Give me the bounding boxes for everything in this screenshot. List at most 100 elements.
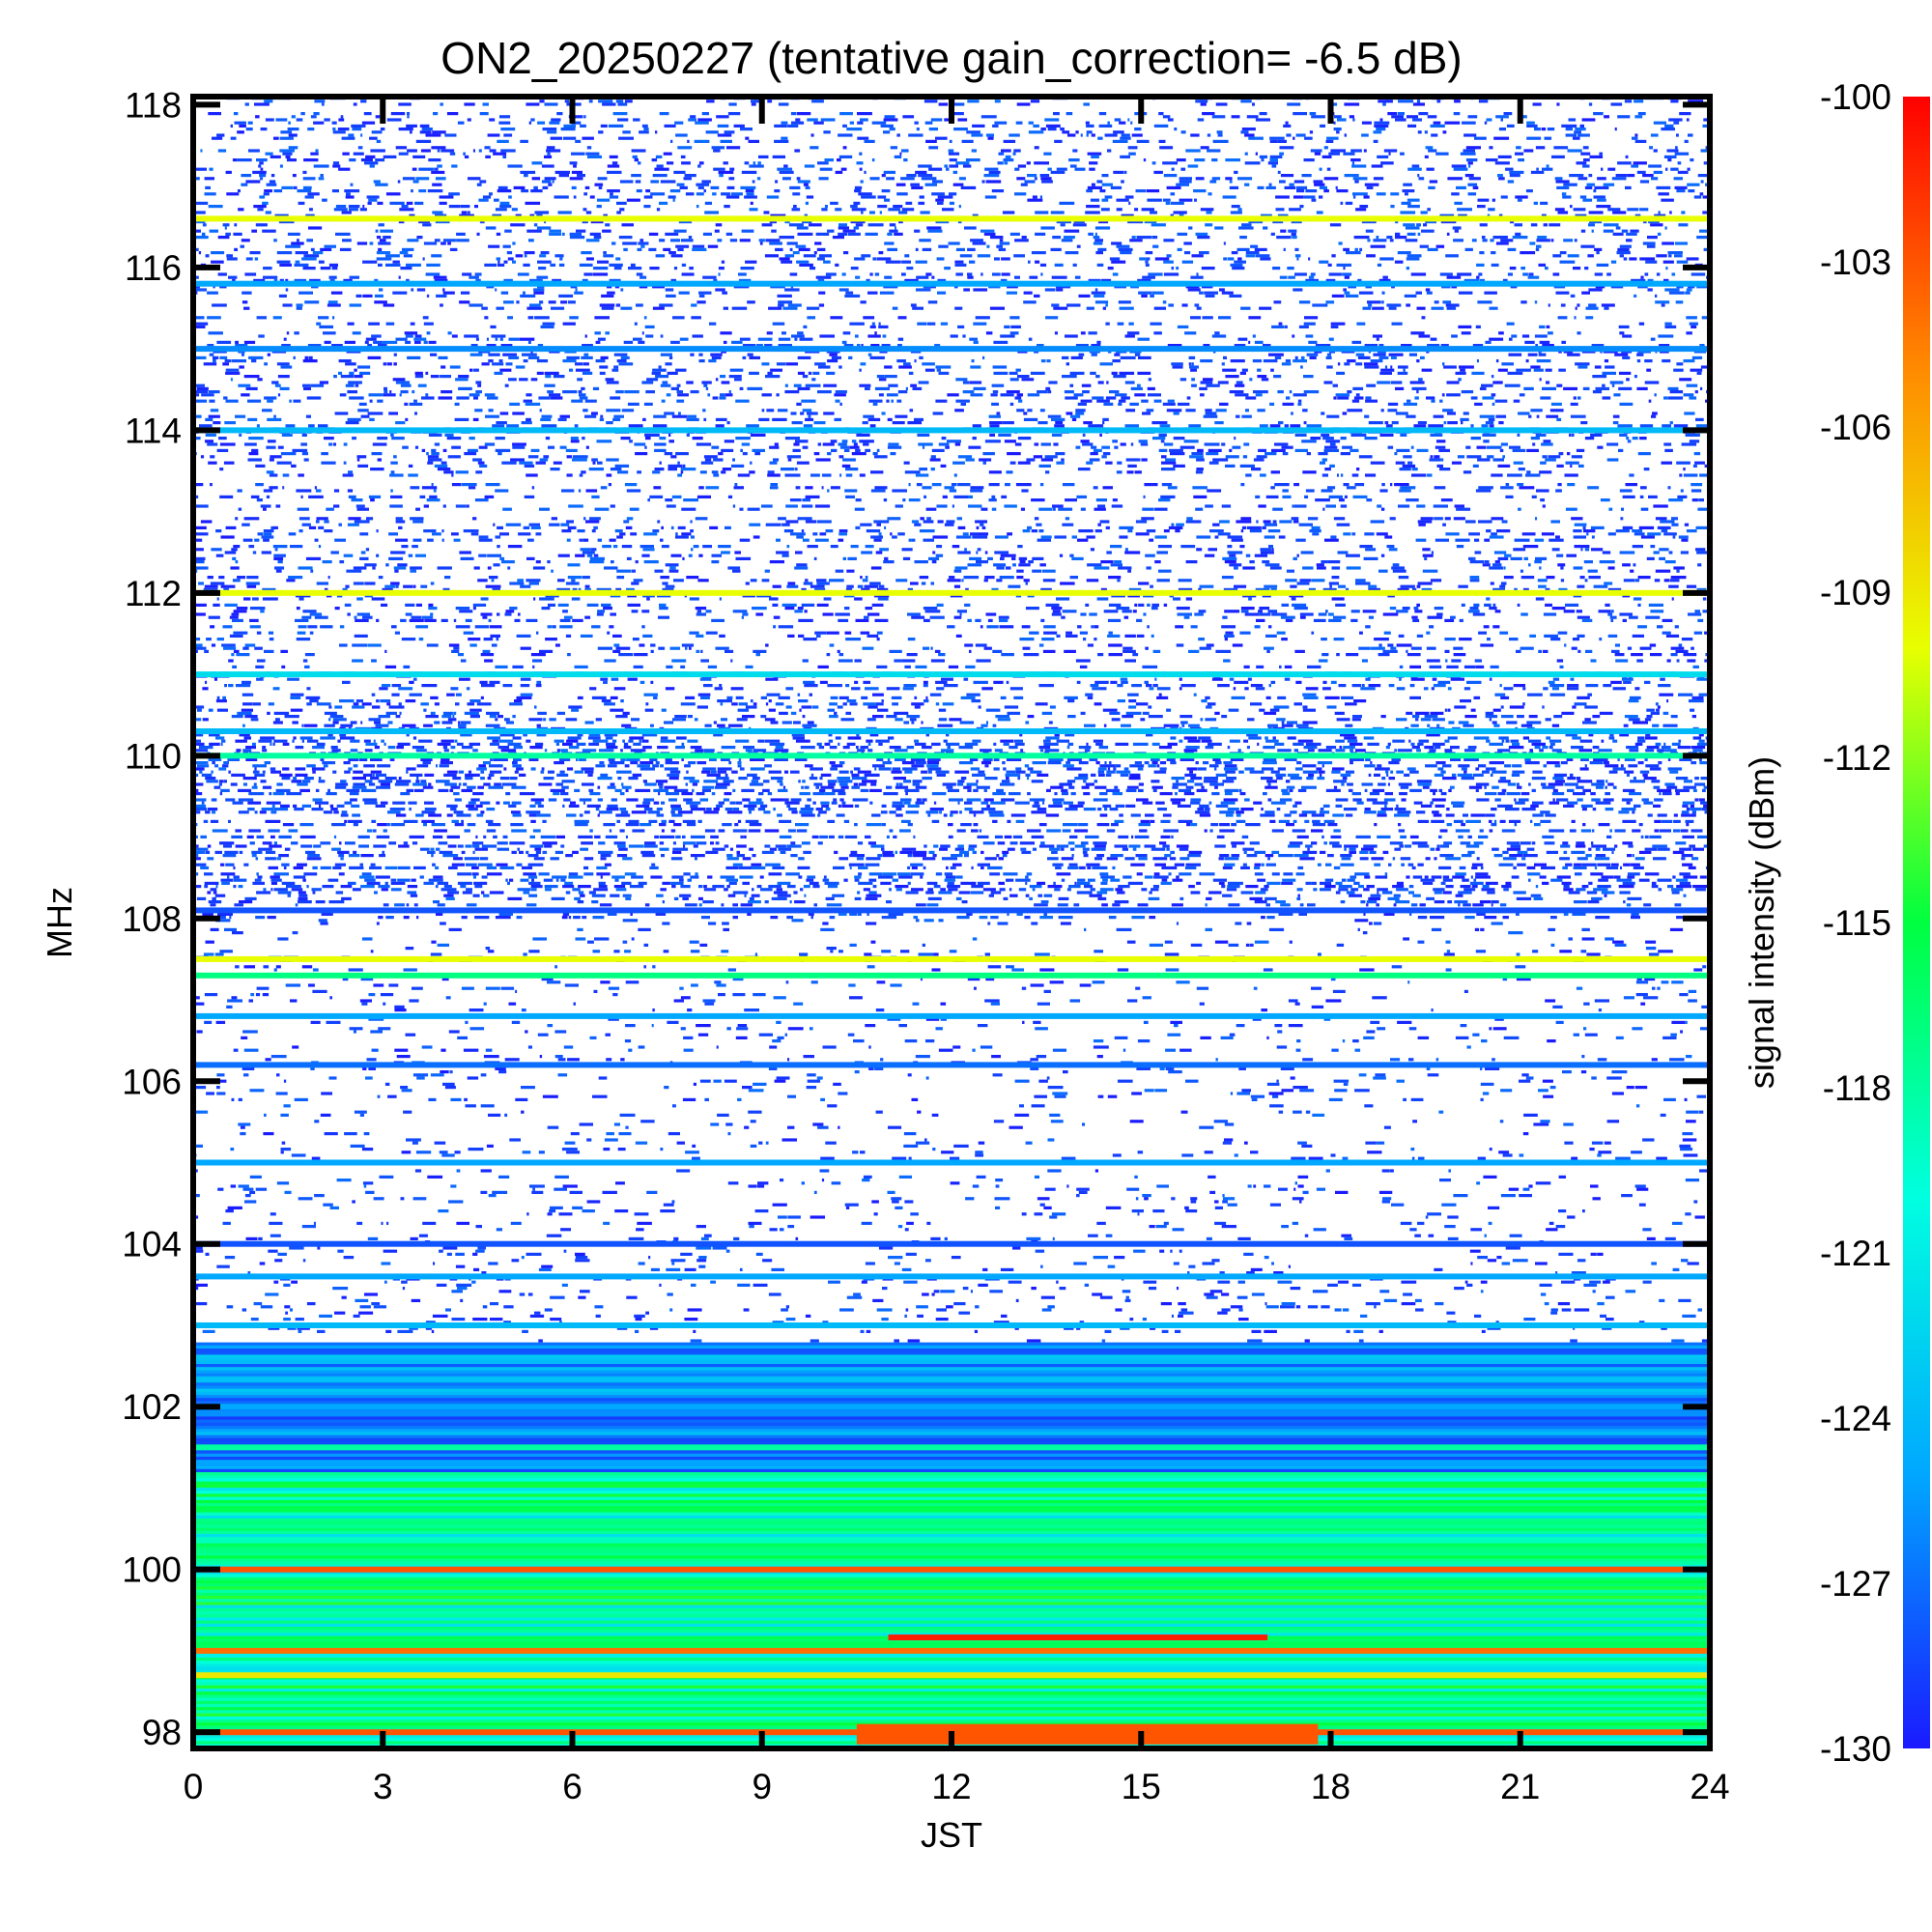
noise-speck (587, 155, 602, 158)
noise-speck (1612, 232, 1624, 236)
noise-speck (412, 538, 422, 542)
noise-speck (324, 340, 331, 344)
noise-speck (1515, 195, 1528, 199)
noise-speck (193, 556, 206, 560)
noise-speck (1669, 421, 1673, 425)
noise-speck (969, 556, 982, 560)
noise-speck (928, 128, 938, 131)
noise-speck (1098, 112, 1107, 116)
noise-speck (255, 483, 264, 487)
noise-speck (652, 368, 667, 372)
noise-speck (646, 378, 659, 382)
noise-speck (1456, 507, 1471, 511)
noise-speck (970, 239, 983, 242)
noise-speck (1065, 112, 1073, 116)
noise-speck (1545, 368, 1552, 372)
noise-speck (889, 223, 896, 227)
noise-speck (698, 353, 703, 356)
noise-speck (1225, 464, 1236, 468)
noise-speck (575, 554, 585, 557)
noise-speck (805, 185, 810, 189)
noise-speck (795, 551, 803, 554)
noise-speck (500, 291, 509, 295)
noise-speck (1457, 455, 1465, 459)
noise-speck (1082, 390, 1090, 394)
noise-speck (223, 587, 230, 591)
noise-speck (842, 229, 856, 233)
noise-speck (1358, 291, 1374, 295)
noise-speck (1102, 486, 1113, 490)
noise-speck (1583, 560, 1593, 564)
noise-speck (1561, 192, 1567, 196)
noise-speck (1112, 498, 1118, 502)
noise-speck (967, 99, 980, 103)
noise-speck (675, 452, 689, 456)
noise-speck (793, 442, 800, 446)
noise-speck (721, 381, 730, 384)
noise-speck (698, 554, 703, 557)
noise-speck (727, 495, 733, 498)
noise-speck (1441, 285, 1451, 289)
noise-speck (1430, 433, 1443, 437)
noise-speck (607, 164, 620, 168)
noise-speck (838, 529, 848, 533)
noise-speck (558, 174, 569, 178)
noise-speck (619, 208, 625, 212)
noise-speck (964, 548, 967, 552)
noise-speck (1343, 247, 1350, 251)
noise-speck (479, 180, 487, 184)
noise-speck (254, 102, 270, 106)
noise-speck (1337, 362, 1341, 366)
noise-speck (1368, 303, 1373, 307)
noise-speck (1014, 192, 1027, 196)
noise-speck (440, 303, 443, 307)
noise-speck (1577, 464, 1584, 468)
noise-speck (412, 180, 419, 184)
noise-speck (548, 445, 555, 449)
noise-speck (1359, 205, 1369, 209)
noise-speck (500, 149, 516, 153)
noise-speck (813, 251, 817, 255)
noise-speck (1248, 316, 1262, 320)
noise-speck (342, 152, 350, 156)
noise-speck (1442, 409, 1454, 412)
noise-speck (796, 402, 802, 406)
noise-speck (704, 211, 719, 214)
noise-speck (524, 251, 535, 255)
noise-speck (712, 192, 717, 196)
noise-speck (1089, 167, 1095, 171)
noise-speck (262, 201, 269, 205)
noise-speck (764, 254, 779, 258)
noise-speck (1556, 554, 1564, 557)
noise-speck (1656, 185, 1671, 189)
noise-speck (378, 247, 383, 251)
noise-speck (1261, 378, 1269, 382)
noise-speck (1148, 272, 1163, 276)
noise-speck (1416, 448, 1429, 452)
noise-speck (1667, 386, 1679, 390)
noise-speck (864, 139, 875, 143)
noise-speck (1279, 152, 1284, 156)
noise-speck (306, 239, 313, 242)
noise-speck (1467, 161, 1473, 165)
noise-speck (1675, 300, 1684, 304)
noise-speck (262, 229, 276, 233)
noise-speck (878, 393, 884, 397)
noise-speck (1651, 414, 1657, 418)
noise-speck (1027, 174, 1037, 178)
noise-speck (258, 164, 262, 168)
noise-speck (1681, 538, 1689, 542)
noise-speck (740, 267, 754, 270)
noise-speck (1454, 99, 1461, 103)
noise-speck (779, 236, 795, 240)
noise-speck (683, 177, 692, 181)
noise-speck (1619, 331, 1625, 335)
noise-speck (1167, 399, 1175, 403)
noise-speck (1197, 236, 1210, 240)
noise-speck (976, 526, 980, 529)
noise-speck (312, 251, 324, 255)
noise-speck (1593, 189, 1597, 193)
noise-speck (815, 232, 830, 236)
noise-speck (1548, 223, 1561, 227)
noise-speck (264, 189, 272, 193)
